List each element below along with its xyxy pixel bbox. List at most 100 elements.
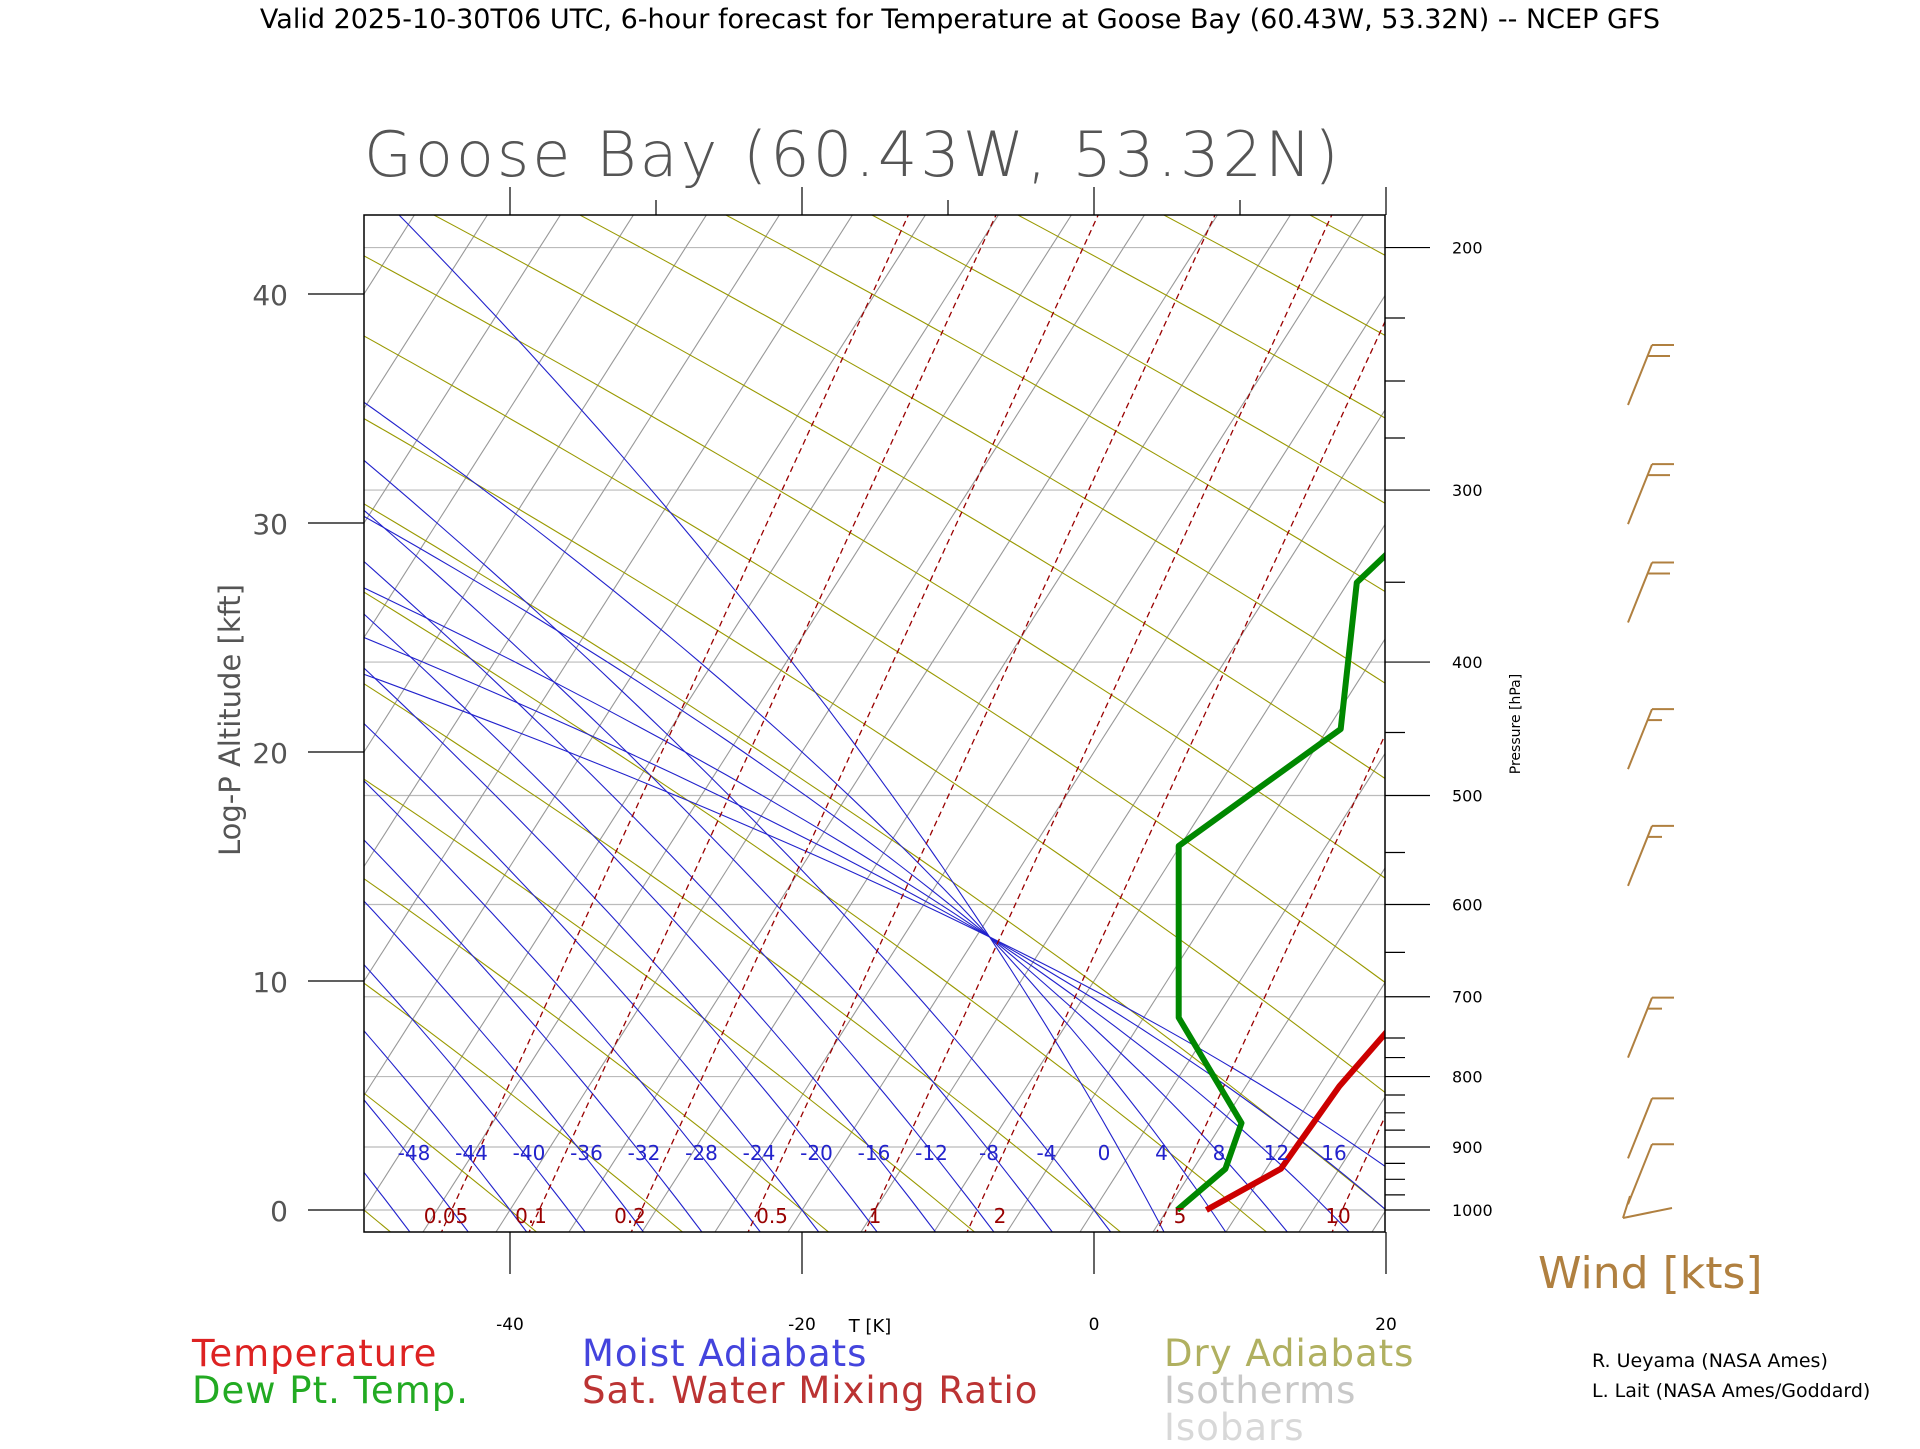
- mixing-ratio-line: [630, 215, 1099, 1232]
- wind-barb-staff: [1627, 344, 1653, 406]
- moist-adiabat-line: [364, 780, 762, 1232]
- mixing-ratio-line: [528, 215, 997, 1232]
- isotherm-line: [364, 215, 708, 754]
- wind-barb-staff: [1627, 1098, 1653, 1159]
- isotherm-line: [933, 523, 1385, 1232]
- mixing-ratio-label: 2: [994, 1204, 1007, 1228]
- wind-barb: [1627, 343, 1674, 406]
- wind-barb: [1627, 708, 1674, 770]
- dry-adiabat-line: [1557, 191, 1920, 1244]
- isotherm-line: [364, 215, 927, 1097]
- mixing-ratio-line: [440, 215, 910, 1232]
- isotherm-line: [364, 215, 562, 525]
- altitude-axis-label: Log-P Altitude [kft]: [213, 583, 247, 857]
- mixing-ratio-line: [1156, 733, 1385, 1232]
- wind-barb-staff: [1622, 1207, 1673, 1219]
- altitude-tick-label: 20: [252, 737, 288, 770]
- moist-adiabat-label: -40: [513, 1141, 546, 1165]
- isotherm-line: [364, 215, 781, 868]
- mixing-ratio-line: [1487, 191, 1920, 1244]
- isotherm-line: [0, 191, 65, 1244]
- dry-adiabat-line: [870, 215, 1385, 504]
- isotherm-line: [568, 215, 1219, 1232]
- temperature-tick-label: -40: [496, 1315, 524, 1335]
- dry-adiabat-line: [364, 1209, 392, 1232]
- isotherm-line: [364, 215, 489, 410]
- legend-mixing-ratio: Sat. Water Mixing Ratio: [582, 1369, 1039, 1412]
- isotherm-line: [0, 191, 138, 1244]
- moist-adiabat-line: [364, 667, 878, 1232]
- moist-adiabat-line: [364, 509, 1054, 1232]
- mixing-ratio-label: 0.2: [614, 1204, 646, 1228]
- moist-adiabat-label: -8: [979, 1141, 999, 1165]
- isotherm-line: [787, 294, 1385, 1232]
- wind-barb-staff: [1627, 997, 1653, 1059]
- altitude-tick-label: 0: [270, 1195, 288, 1228]
- pressure-tick-label: 200: [1452, 239, 1483, 258]
- legend-dry-adiabats: Dry Adiabats: [1164, 1332, 1415, 1375]
- mixing-ratio-label: 0.5: [756, 1204, 788, 1228]
- wind-barb-staff: [1627, 1143, 1653, 1205]
- moist-adiabat-line: [364, 560, 995, 1232]
- moist-adiabat-label: -24: [743, 1141, 776, 1165]
- moist-adiabat-label: 12: [1264, 1141, 1289, 1165]
- isotherm-line: [0, 191, 357, 1244]
- moist-adiabat-label: -16: [858, 1141, 891, 1165]
- legend-moist-adiabats: Moist Adiabats: [582, 1332, 868, 1375]
- moist-adiabat-line: [364, 401, 1227, 1232]
- wind-barb: [1627, 463, 1674, 525]
- moist-adiabat-line: [364, 613, 937, 1232]
- isotherm-line: [714, 215, 1365, 1232]
- mixing-ratio-line: [1837, 191, 1920, 1244]
- moist-adiabat-label: -12: [915, 1141, 948, 1165]
- moist-adiabat-line: [364, 1171, 411, 1232]
- dry-adiabat-line: [1016, 215, 1385, 419]
- mixing-ratio-label: 0.05: [424, 1204, 469, 1228]
- isotherm-line: [860, 409, 1385, 1232]
- isotherm-line: [422, 215, 1073, 1232]
- dry-adiabat-line: [364, 878, 830, 1232]
- mixing-ratio-line: [1331, 1115, 1385, 1232]
- moist-adiabat-label: -4: [1037, 1141, 1057, 1165]
- isotherm-line: [364, 215, 635, 639]
- moist-adiabat-line: [364, 839, 703, 1232]
- legend-isotherms: Isotherms: [1164, 1369, 1357, 1412]
- moist-adiabat-label: -20: [800, 1141, 833, 1165]
- wind-barb: [1627, 561, 1674, 623]
- dry-adiabat-line: [1411, 191, 1920, 1244]
- dry-adiabat-line: [1308, 215, 1385, 256]
- temperature-profile-line: [1204, 1029, 1385, 1213]
- pressure-tick-label: 700: [1452, 988, 1483, 1007]
- mixing-ratio-label: 10: [1325, 1204, 1350, 1228]
- wind-axis-label: Wind [kts]: [1538, 1248, 1763, 1299]
- pressure-tick-label: 600: [1452, 896, 1483, 915]
- temperature-axis-label: T [K]: [848, 1316, 892, 1337]
- dry-adiabat-line: [364, 591, 1268, 1232]
- wind-barb-staff: [1627, 825, 1653, 887]
- pressure-tick-label: 900: [1452, 1138, 1483, 1157]
- moist-adiabat-line: [364, 587, 1350, 1232]
- moist-adiabat-label: 16: [1321, 1141, 1346, 1165]
- mixing-ratio-label: 1: [869, 1204, 882, 1228]
- pressure-tick-label: 400: [1452, 653, 1483, 672]
- moist-adiabat-line: [364, 963, 586, 1232]
- dry-adiabat-line: [364, 335, 1385, 984]
- legend-temperature: Temperature: [192, 1332, 438, 1375]
- altitude-tick-label: 40: [252, 279, 288, 312]
- credit-lait: L. Lait (NASA Ames/Goddard): [1592, 1380, 1871, 1402]
- isotherm-line: [1510, 191, 1920, 1244]
- isotherm-line: [364, 215, 854, 983]
- dry-adiabat-line: [578, 215, 1385, 684]
- wind-barb: [1627, 1097, 1674, 1159]
- moist-adiabat-label: -36: [570, 1141, 603, 1165]
- moist-adiabat-line: [364, 722, 820, 1232]
- mixing-ratio-line: [747, 215, 1216, 1232]
- mixing-ratio-line: [966, 320, 1385, 1232]
- legend-isobars: Isobars: [1164, 1406, 1305, 1449]
- isotherm-line: [1006, 638, 1385, 1232]
- moist-adiabat-label: 0: [1098, 1141, 1111, 1165]
- mixing-ratio-label: 0.1: [515, 1204, 547, 1228]
- moist-adiabat-line: [364, 900, 645, 1232]
- wind-barb-staff: [1627, 463, 1653, 525]
- isotherm-line: [1225, 981, 1385, 1232]
